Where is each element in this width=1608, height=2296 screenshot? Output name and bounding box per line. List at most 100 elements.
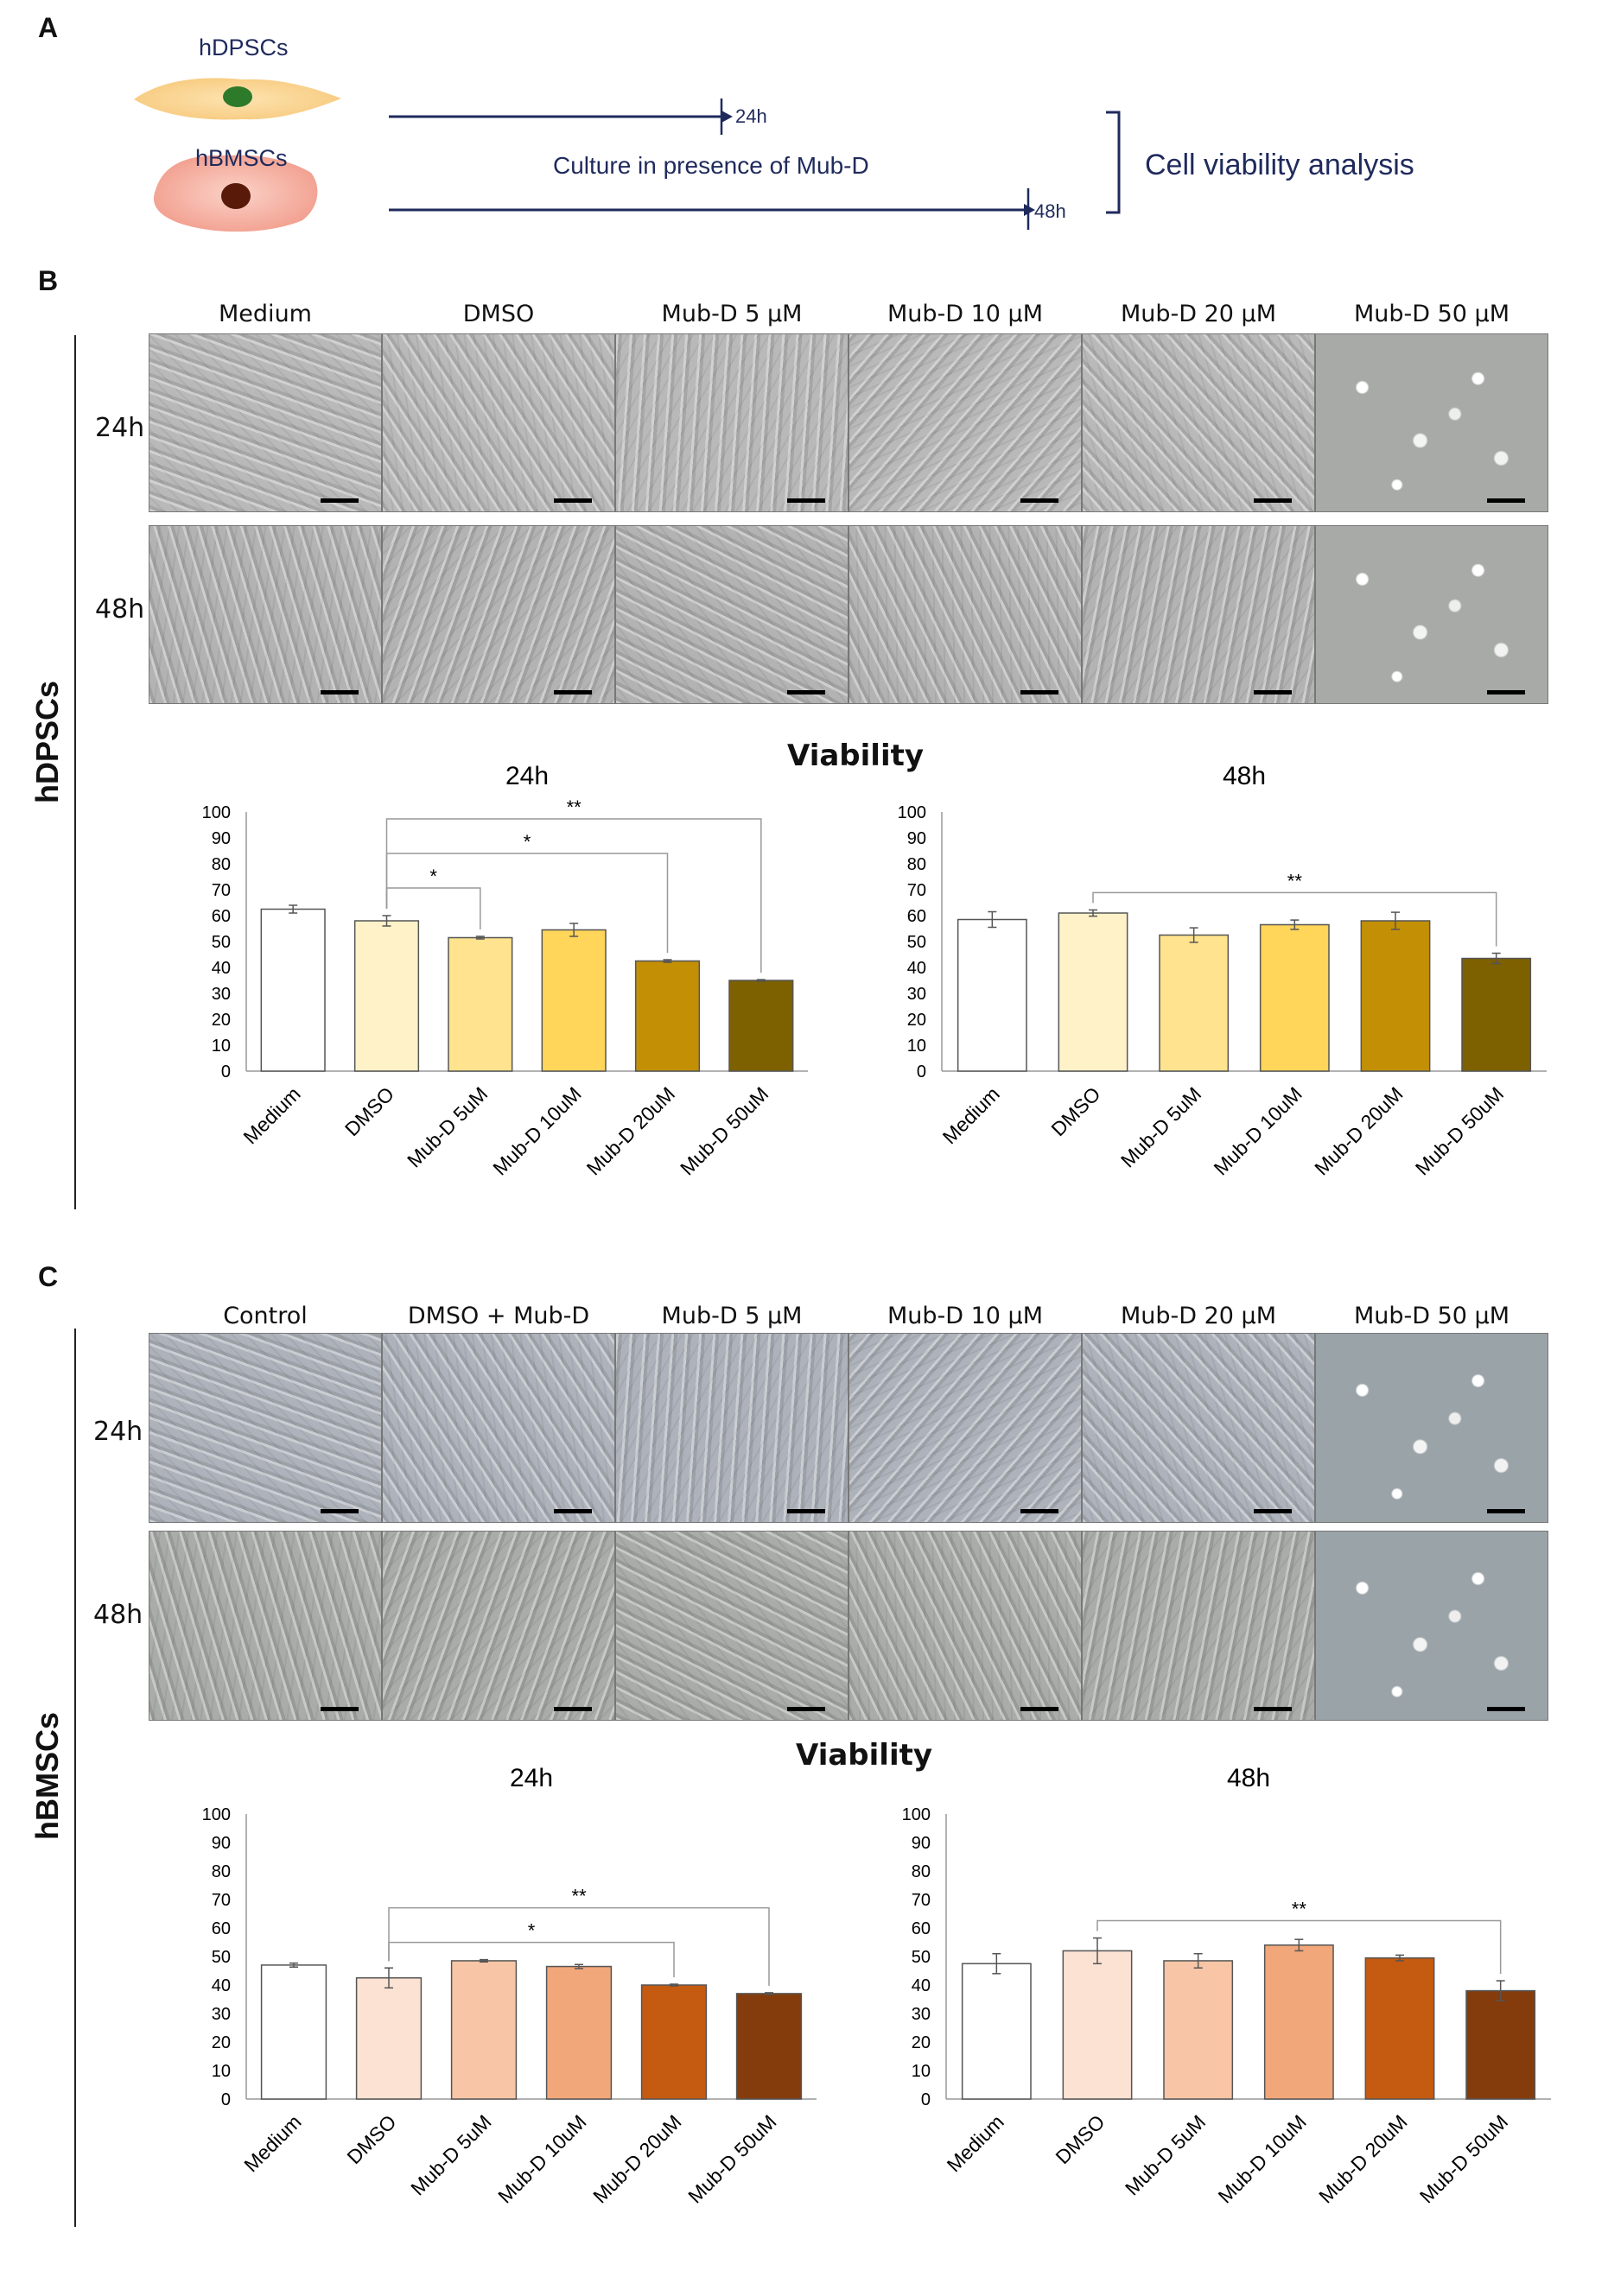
y-tick-label: 100 — [902, 1805, 931, 1824]
micrograph-image — [615, 1531, 848, 1721]
scale-bar — [787, 690, 825, 695]
significance-bracket — [388, 1906, 770, 1986]
y-tick-label: 20 — [912, 2033, 931, 2052]
significance-label: * — [524, 831, 531, 853]
y-tick-label: 20 — [907, 1011, 926, 1030]
scale-bar — [321, 1707, 359, 1711]
scale-bar — [321, 1509, 359, 1513]
micrograph-image — [382, 1531, 615, 1721]
bar — [1364, 1957, 1435, 2100]
y-tick-label: 40 — [212, 959, 231, 978]
bar — [1360, 920, 1431, 1072]
time-48h-label: 48h — [1034, 200, 1066, 222]
y-tick-label: 90 — [907, 829, 926, 848]
row-label-48h: 48h — [95, 594, 145, 625]
scale-bar — [1020, 1509, 1058, 1513]
cell-label-hbmscs: hBMSCs — [195, 145, 288, 171]
scale-bar — [787, 498, 825, 503]
column-header: Mub-D 20 µM — [1120, 301, 1277, 327]
x-tick-label: Mub-D 50uM — [1415, 2110, 1512, 2207]
bar — [735, 1993, 803, 2100]
y-tick-label: 100 — [202, 803, 231, 822]
cell-illustrations — [134, 78, 341, 232]
column-header: Mub-D 20 µM — [1120, 1303, 1277, 1329]
bar — [1259, 923, 1330, 1072]
x-tick-label: Mub-D 20uM — [588, 2110, 685, 2207]
x-tick-label: Mub-D 20uM — [1314, 2110, 1411, 2207]
micrograph-image — [1082, 1531, 1315, 1721]
y-tick-label: 70 — [907, 881, 926, 900]
culture-label: Culture in presence of Mub-D — [553, 152, 869, 179]
y-tick-label: 30 — [912, 2005, 931, 2024]
scale-bar — [1254, 690, 1292, 695]
micrograph-image — [382, 525, 615, 704]
micrograph-image — [848, 1333, 1082, 1523]
micrograph-image — [615, 525, 848, 704]
bar — [1062, 1950, 1133, 2100]
panel-letter-b: B — [38, 265, 59, 296]
side-label-hbmscs: hBMSCs — [29, 1711, 65, 1840]
significance-bracket — [1096, 1919, 1502, 1975]
bar — [1263, 1944, 1334, 2100]
column-header: Mub-D 5 µM — [661, 1303, 803, 1329]
bar — [1159, 934, 1230, 1072]
y-tick-label: 60 — [907, 907, 926, 926]
x-tick-label: Mub-D 50uM — [1411, 1082, 1508, 1179]
significance-label: * — [528, 1920, 536, 1942]
y-tick-label: 70 — [212, 881, 231, 900]
y-tick-label: 0 — [921, 2090, 931, 2109]
x-tick-label: Mub-D 10uM — [1209, 1082, 1306, 1179]
x-tick-label: Mub-D 50uM — [676, 1082, 772, 1179]
bar — [728, 980, 794, 1072]
x-tick-label: Mub-D 10uM — [1213, 2110, 1310, 2207]
side-label-hdpscs: hDPSCs — [29, 680, 65, 803]
scale-bar — [787, 1509, 825, 1513]
y-tick-label: 40 — [907, 959, 926, 978]
chart-title: 48h — [1227, 1764, 1270, 1792]
y-tick-label: 10 — [212, 1037, 231, 1056]
significance-label: ** — [567, 796, 582, 818]
bar — [1058, 912, 1128, 1072]
y-tick-label: 80 — [907, 855, 926, 874]
bar — [1163, 1960, 1234, 2100]
scale-bar — [1020, 1707, 1058, 1711]
y-tick-label: 100 — [898, 803, 926, 822]
time-24h-label: 24h — [735, 105, 767, 127]
y-tick-label: 80 — [212, 855, 231, 874]
column-header: Mub-D 50 µM — [1353, 301, 1510, 327]
significance-bracket — [385, 818, 762, 974]
scale-bar — [554, 1707, 592, 1711]
scale-bar — [787, 1707, 825, 1711]
scale-bar — [554, 690, 592, 695]
row-label-24h: 24h — [95, 413, 145, 443]
x-tick-label: Mub-D 5uM — [1116, 1082, 1205, 1171]
significance-label: ** — [1292, 1899, 1307, 1920]
x-tick-label: Mub-D 10uM — [493, 2110, 590, 2207]
micrograph-image — [848, 333, 1082, 512]
scale-bar — [1254, 1707, 1292, 1711]
x-tick-label: Medium — [239, 2110, 305, 2176]
scale-bar — [321, 498, 359, 503]
y-tick-label: 70 — [212, 1891, 231, 1910]
scale-bar — [1487, 1509, 1525, 1513]
viability-title-c: Viability — [795, 1738, 933, 1773]
timeline-arrows — [389, 98, 1121, 230]
scale-bar — [554, 1509, 592, 1513]
bar — [353, 920, 420, 1072]
chart-title: 48h — [1223, 762, 1266, 790]
x-tick-label: Mub-D 20uM — [582, 1082, 679, 1179]
scale-bar — [1487, 1707, 1525, 1711]
micrograph-image — [1315, 333, 1548, 512]
micrograph-image — [615, 1333, 848, 1523]
y-tick-label: 50 — [212, 933, 231, 952]
scale-bar — [1487, 498, 1525, 503]
micrograph-image — [848, 525, 1082, 704]
x-tick-label: DMSO — [1051, 2110, 1109, 2168]
cell-label-hdpscs: hDPSCs — [199, 35, 289, 60]
y-tick-label: 50 — [912, 1948, 931, 1967]
micrograph-image — [1082, 525, 1315, 704]
micrograph-image — [615, 333, 848, 512]
